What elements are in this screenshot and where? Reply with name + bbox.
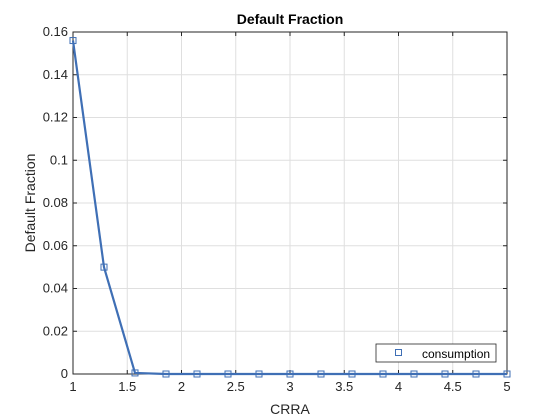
data-point [100, 263, 108, 271]
data-point [348, 370, 356, 378]
y-tick-label: 0.16 [43, 24, 68, 39]
data-point [224, 370, 232, 378]
chart-title: Default Fraction [237, 11, 344, 27]
data-point [193, 370, 201, 378]
x-tick-label: 1 [69, 379, 76, 394]
data-point [379, 370, 387, 378]
y-tick-label: 0.1 [50, 152, 68, 167]
x-tick-label: 1.5 [118, 379, 136, 394]
data-point [69, 37, 77, 45]
y-tick-label: 0.08 [43, 195, 68, 210]
data-point [410, 370, 418, 378]
x-tick-label: 4 [395, 379, 402, 394]
y-tick-label: 0.06 [43, 238, 68, 253]
data-point [317, 370, 325, 378]
data-point [162, 370, 170, 378]
x-tick-label: 4.5 [444, 379, 462, 394]
x-axis-label: CRRA [270, 401, 310, 417]
y-tick-label: 0.02 [43, 323, 68, 338]
data-point [286, 370, 294, 378]
y-tick-label: 0.14 [43, 67, 68, 82]
legend-marker-square [395, 349, 402, 356]
series-layer [69, 37, 511, 378]
data-point [503, 370, 511, 378]
x-tick-label: 2.5 [227, 379, 245, 394]
legend-label-consumption: consumption [422, 347, 490, 361]
grid-lines [72, 31, 508, 375]
y-tick-label: 0.12 [43, 110, 68, 125]
legend-box [375, 343, 497, 363]
data-point [441, 370, 449, 378]
data-point [255, 370, 263, 378]
x-tick-label: 2 [178, 379, 185, 394]
legend[interactable]: consumption [375, 343, 497, 363]
axis-ticks: 1 1.5 2 2.5 3 3.5 4 4.5 5 0 0.02 0.04 0.06 0.08 0.1 0.1… [43, 24, 511, 394]
x-tick-label: 3.5 [335, 379, 353, 394]
y-tick-label: 0 [61, 366, 68, 381]
data-point [472, 370, 480, 378]
y-axis-label: Default Fraction [22, 154, 38, 253]
y-tick-label: 0.04 [43, 281, 68, 296]
x-tick-label: 3 [286, 379, 293, 394]
x-tick-label: 5 [503, 379, 510, 394]
data-point [131, 369, 139, 377]
series-line-consumption [71, 40, 507, 376]
